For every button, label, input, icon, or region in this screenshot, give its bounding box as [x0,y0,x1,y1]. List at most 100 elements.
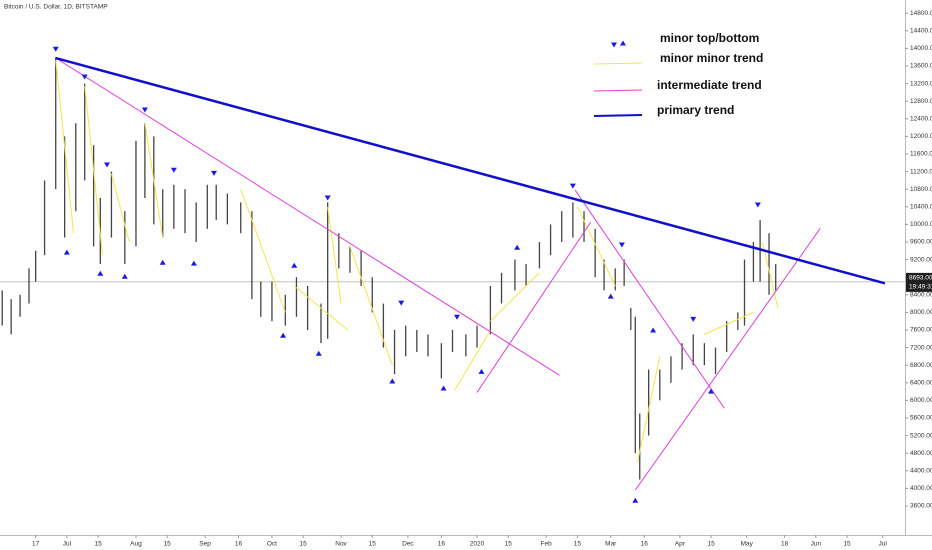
y-tick-label: 12800.00 [910,98,932,105]
last-price-box [906,272,932,292]
y-tick-label: 12000.00 [910,133,932,140]
top-marker [210,170,217,176]
top-marker [324,195,331,201]
legend-symbol [620,40,626,46]
top-marker [453,314,460,320]
y-tick-label: 4400.00 [910,467,932,474]
x-tick-label: 16 [641,541,649,548]
x-tick-label: Nov [335,541,347,548]
minor-minor-trend [349,246,393,366]
top-marker [81,74,88,80]
x-tick-label: 15 [574,541,582,548]
bottom-marker [478,368,485,374]
bottom-marker [190,260,197,266]
y-tick-label: 7200.00 [910,344,932,351]
y-tick-label: 5200.00 [910,432,932,439]
x-tick-label: 15 [164,541,172,548]
x-tick-label: May [741,541,754,548]
y-tick-label: 7600.00 [910,327,932,334]
x-tick-label: 15 [843,541,851,548]
intermediate-trend [634,228,821,491]
intermediate-trend [55,57,560,376]
y-tick-label: 10000.00 [910,221,932,228]
y-tick-label: 11200.00 [910,168,932,175]
chart-title: Bitcoin / U.S. Dollar, 1D, BITSTAMP [4,4,108,11]
x-tick-label: Sep [199,541,211,548]
top-marker [170,167,177,173]
bottom-marker [514,244,521,250]
x-tick-label: 16 [235,541,243,548]
y-tick-label: 9600.00 [910,239,932,246]
x-tick-label: 18 [781,541,789,548]
minor-minor-trend [240,189,286,313]
legend-symbol [593,114,643,117]
legend-label: intermediate trend [657,78,762,92]
intermediate-trend [476,221,592,393]
x-tick-label: 15 [94,541,102,548]
bottom-marker [159,259,166,265]
minor-minor-trend [761,241,779,309]
minor-minor-trend [144,123,164,238]
legend-label: minor top/bottom [660,31,759,45]
legend-label: primary trend [657,103,734,117]
y-tick-label: 6000.00 [910,397,932,404]
intermediate-trend [574,189,725,409]
bottom-marker [632,497,639,503]
countdown-label: 19:49:31 [909,284,932,291]
y-tick-label: 11600.00 [910,151,932,158]
bottom-marker [280,332,287,338]
x-tick-label: 16 [438,541,446,548]
x-tick-label: Apr [675,541,686,548]
legend-symbol [611,42,617,48]
minor-minor-trend [327,206,342,304]
x-tick-label: Feb [541,541,553,548]
top-marker [569,183,576,189]
legend-label: minor minor trend [660,51,763,65]
minor-minor-trend [490,272,540,322]
x-tick-label: Aug [130,541,142,548]
y-tick-label: 14000.00 [910,45,932,52]
bottom-marker [708,388,715,394]
y-tick-label: 6400.00 [910,379,932,386]
top-marker [398,300,405,306]
x-tick-label: 15 [505,541,513,548]
x-tick-label: Jun [811,541,822,548]
minor-minor-trend [576,206,616,287]
bottom-marker [389,378,396,384]
y-tick-label: 8000.00 [910,309,932,316]
top-marker [754,202,761,208]
top-marker [690,316,697,322]
y-tick-label: 4800.00 [910,450,932,457]
x-tick-label: 15 [369,541,377,548]
primary-trend [55,56,886,285]
x-tick-label: 17 [32,541,40,548]
y-tick-label: 14800.00 [910,10,932,17]
top-marker [618,242,625,248]
minor-minor-trend [704,311,754,335]
minor-minor-trend [110,173,130,243]
y-tick-label: 8400.00 [910,291,932,298]
last-price-label: 8693.00 [909,275,932,282]
bottom-marker [315,350,322,356]
bottom-marker [650,327,657,333]
bottom-marker [440,385,447,391]
y-tick-label: 10400.00 [910,204,932,211]
x-tick-label: 15 [300,541,308,548]
y-tick-label: 6800.00 [910,362,932,369]
bottom-marker [607,293,614,299]
y-tick-label: 13200.00 [910,80,932,87]
bottom-marker [291,262,298,268]
minor-minor-trend [55,60,75,234]
minor-minor-trend [637,356,661,463]
bottom-marker [63,249,70,255]
y-tick-label: 10800.00 [910,186,932,193]
x-tick-label: Oct [267,541,277,548]
legend-symbol [593,62,643,65]
y-tick-label: 13600.00 [910,63,932,70]
x-tick-label: Jul [63,541,72,548]
minor-minor-trend [454,330,491,391]
legend-symbol [593,89,643,92]
top-marker [103,162,110,168]
